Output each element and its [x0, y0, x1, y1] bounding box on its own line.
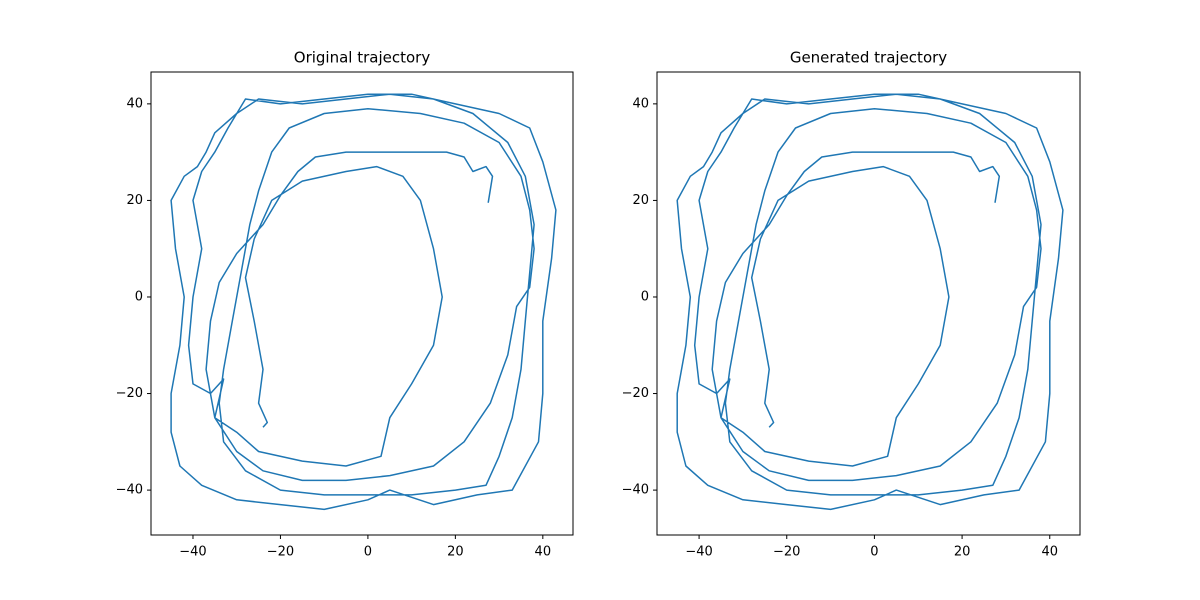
plot-frame	[150, 71, 574, 536]
y-tick-label: 20	[632, 193, 649, 208]
plot-frame	[656, 71, 1081, 536]
trajectory-line	[676, 93, 1064, 511]
x-tick-label: 0	[870, 545, 878, 560]
x-tick-label: −20	[267, 545, 294, 560]
x-tick-label: 40	[1041, 545, 1058, 560]
x-tick-label: −40	[179, 545, 206, 560]
x-tick-label: 40	[535, 545, 552, 560]
x-tick-label: −20	[773, 545, 800, 560]
chart-title: Generated trajectory	[790, 49, 947, 67]
y-tick-label: 20	[126, 193, 143, 208]
x-tick-label: 0	[364, 545, 372, 560]
x-tick-label: −40	[685, 545, 712, 560]
y-tick-label: −40	[622, 483, 649, 498]
y-tick-label: 40	[126, 96, 143, 111]
y-tick-label: −20	[116, 386, 143, 401]
x-tick-label: 20	[954, 545, 971, 560]
y-tick-label: 0	[641, 289, 649, 304]
y-tick-label: 0	[135, 289, 143, 304]
y-tick-label: −20	[622, 386, 649, 401]
y-tick-label: −40	[116, 483, 143, 498]
trajectory-line	[170, 93, 557, 511]
y-tick-label: 40	[632, 96, 649, 111]
x-tick-label: 20	[447, 545, 464, 560]
chart-title: Original trajectory	[294, 49, 431, 67]
